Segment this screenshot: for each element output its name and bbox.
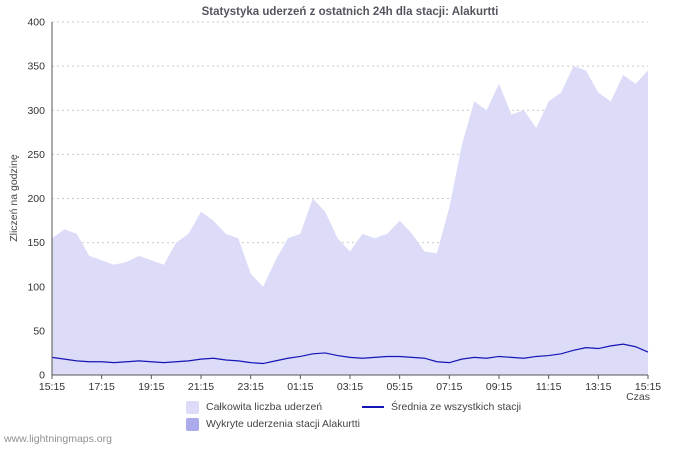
legend-swatch-station-icon — [186, 417, 199, 431]
legend-label-average: Średnia ze wszystkich stacji — [391, 401, 522, 413]
y-tick-label-250: 250 — [27, 149, 45, 161]
x-tick-label: 17:15 — [89, 381, 115, 393]
x-tick-label: 21:15 — [188, 381, 214, 393]
y-tick-label-200: 200 — [27, 193, 45, 205]
legend-label-station: Wykryte uderzenia stacji Alakurtti — [206, 418, 360, 430]
y-tick-label-50: 50 — [33, 325, 45, 337]
y-tick-label-400: 400 — [27, 17, 45, 29]
legend-swatch-total-icon — [186, 400, 199, 414]
x-tick-label: 19:15 — [138, 381, 164, 393]
area-series-0 — [52, 66, 648, 375]
y-tick-label-300: 300 — [27, 105, 45, 117]
legend-swatch-average-line-icon — [362, 406, 384, 408]
x-tick-label: 23:15 — [238, 381, 264, 393]
x-tick-label: 11:15 — [536, 381, 562, 393]
legend-item-station: Wykryte uderzenia stacji Alakurtti — [186, 417, 360, 431]
legend-item-average: Średnia ze wszystkich stacji — [362, 400, 521, 414]
x-tick-label: 03:15 — [337, 381, 363, 393]
y-tick-label-0: 0 — [39, 370, 45, 382]
y-tick-label-150: 150 — [27, 237, 45, 249]
legend-label-total: Całkowita liczba uderzeń — [206, 401, 323, 413]
watermark-link[interactable]: www.lightningmaps.org — [4, 433, 112, 445]
x-tick-label: 05:15 — [387, 381, 413, 393]
x-tick-label: 15:15 — [635, 381, 661, 393]
x-tick-label: 09:15 — [486, 381, 512, 393]
y-tick-label-350: 350 — [27, 61, 45, 73]
x-tick-label: 07:15 — [436, 381, 462, 393]
x-tick-label: 13:15 — [585, 381, 611, 393]
legend-item-total: Całkowita liczba uderzeń — [186, 400, 322, 414]
x-tick-label: 01:15 — [287, 381, 313, 393]
line-series-2 — [51, 343, 649, 365]
y-tick-label-100: 100 — [27, 281, 45, 293]
x-tick-label: 15:15 — [39, 381, 65, 393]
x-axis-label: Czas — [626, 391, 650, 403]
chart-title: Statystyka uderzeń z ostatnich 24h dla s… — [201, 6, 499, 18]
